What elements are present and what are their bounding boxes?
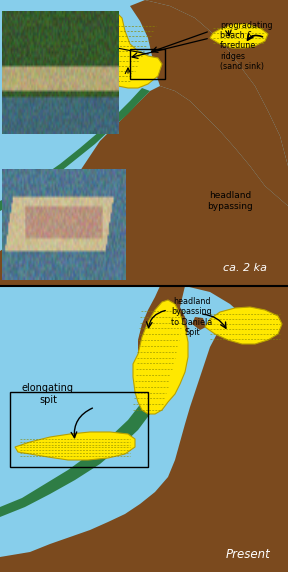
Text: headland
bypassing
to Daniela
Spit: headland bypassing to Daniela Spit xyxy=(171,297,213,337)
Text: progradating
beach &
foredune
ridges
(sand sink): progradating beach & foredune ridges (sa… xyxy=(220,21,272,72)
Polygon shape xyxy=(218,21,234,34)
Text: Present: Present xyxy=(226,547,270,561)
Polygon shape xyxy=(0,88,150,211)
Polygon shape xyxy=(0,86,288,286)
Polygon shape xyxy=(145,0,288,166)
Text: elongating
spit: elongating spit xyxy=(22,383,74,405)
Bar xyxy=(10,392,148,467)
Text: ca. 2 ka: ca. 2 ka xyxy=(223,263,267,273)
Polygon shape xyxy=(182,38,196,51)
Text: Rio
Ratones: Rio Ratones xyxy=(34,110,76,132)
Polygon shape xyxy=(98,14,122,68)
Polygon shape xyxy=(15,432,135,460)
Polygon shape xyxy=(133,300,188,414)
Polygon shape xyxy=(185,286,288,407)
Polygon shape xyxy=(138,286,188,376)
Polygon shape xyxy=(98,14,162,88)
Polygon shape xyxy=(210,24,268,48)
Polygon shape xyxy=(0,286,288,572)
Polygon shape xyxy=(130,0,288,206)
Polygon shape xyxy=(205,307,282,344)
Bar xyxy=(130,49,165,79)
Polygon shape xyxy=(0,374,172,517)
Text: headland
bypassing: headland bypassing xyxy=(207,191,253,210)
Polygon shape xyxy=(192,317,206,330)
